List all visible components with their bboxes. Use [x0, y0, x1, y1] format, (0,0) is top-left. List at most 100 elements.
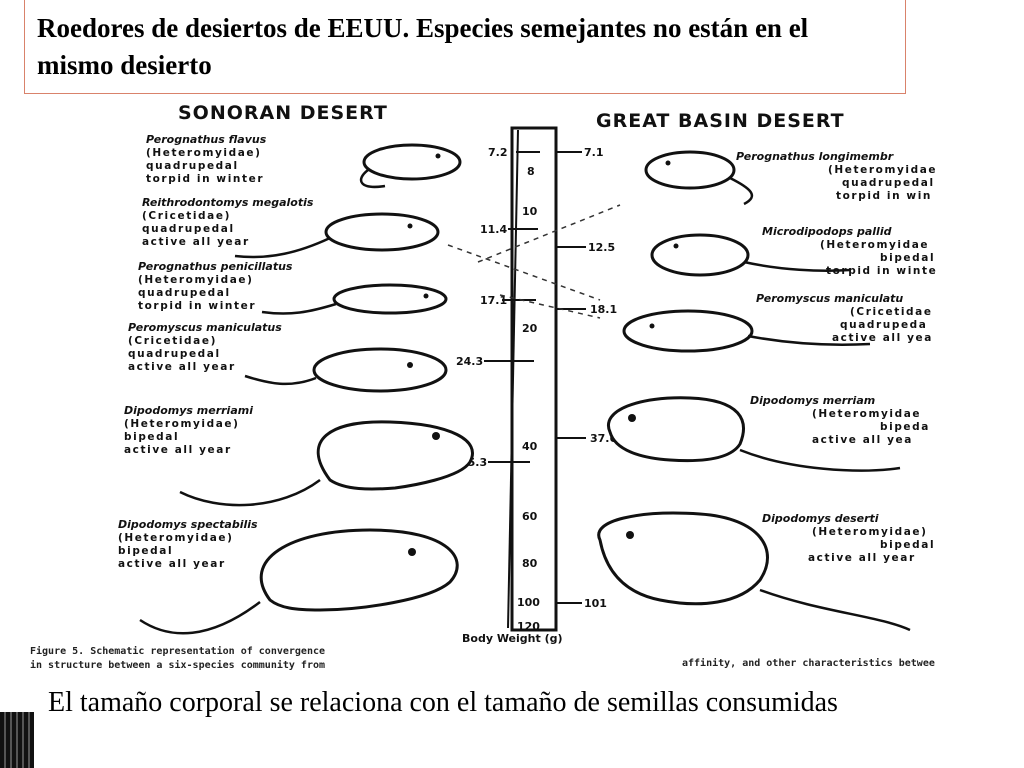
rodent-drawing	[597, 511, 911, 632]
species-locomotion: quadrupedal	[142, 223, 235, 235]
species-locomotion: quadrupedal	[138, 287, 231, 299]
species-name: Dipodomys deserti	[762, 512, 879, 525]
sonoran-rodent-drawings	[139, 143, 474, 635]
species-name: Perognathus penicillatus	[138, 260, 293, 273]
weight-label: 17.1	[480, 294, 507, 307]
species-name: Dipodomys spectabilis	[118, 518, 258, 531]
rodent-drawing	[622, 309, 871, 353]
species-family: (Heteromyidae)	[118, 532, 234, 544]
great-basin-desert-heading: GREAT BASIN DESERT	[596, 110, 845, 132]
slide-caption: El tamaño corporal se relaciona con el t…	[48, 687, 838, 718]
species-activity: active all year	[142, 236, 250, 248]
species-family: (Cricetidae)	[128, 335, 217, 347]
sonoran-desert-heading: SONORAN DESERT	[178, 102, 388, 124]
rodent-drawing	[650, 233, 851, 277]
rodent-drawing	[606, 396, 901, 472]
species-label: Dipodomys merriami (Heteromyidae) bipeda…	[124, 404, 253, 456]
species-label: Perognathus flavus (Heteromyidae) quadru…	[146, 133, 267, 185]
species-name: Peromyscus maniculatu	[756, 292, 903, 305]
rodent-drawing	[359, 143, 462, 189]
great-basin-weight-markers: 7.1 12.5 18.1 37.6 101	[556, 146, 617, 610]
body-weight-scale	[510, 126, 558, 632]
species-activity: active all yea	[812, 434, 913, 446]
species-label: Peromyscus maniculatus (Cricetidae) quad…	[128, 321, 282, 373]
species-label: Dipodomys deserti (Heteromyidae) bipedal…	[762, 512, 935, 564]
species-locomotion: bipedal	[880, 539, 935, 551]
species-family: (Heteromyidae	[820, 239, 929, 251]
species-activity: torpid in win	[836, 190, 932, 202]
species-family: (Heteromyidae)	[146, 147, 262, 159]
species-activity: torpid in winter	[138, 300, 256, 312]
weight-label: 7.1	[584, 146, 604, 159]
species-family: (Heteromyidae)	[138, 274, 254, 286]
species-name: Perognathus longimembr	[736, 150, 894, 163]
scale-tick: 8	[527, 165, 535, 178]
species-name: Perognathus flavus	[146, 133, 267, 146]
species-name: Peromyscus maniculatus	[128, 321, 282, 334]
rodent-drawing	[244, 347, 448, 393]
species-label: Perognathus longimembr (Heteromyidae qua…	[736, 150, 937, 202]
species-activity: active all year	[808, 552, 916, 564]
species-locomotion: bipedal	[124, 431, 179, 443]
species-activity: torpid in winter	[146, 173, 264, 185]
great-basin-rodent-drawings	[597, 150, 911, 632]
species-family: (Heteromyidae	[828, 164, 937, 176]
rodent-drawing	[644, 150, 754, 206]
weight-label: 11.4	[480, 223, 507, 236]
species-family: (Heteromyidae)	[812, 526, 928, 538]
scale-ticks: 8 10 20 40 60 80 100 120	[517, 165, 540, 633]
weight-label: 12.5	[588, 241, 615, 254]
species-label: Peromyscus maniculatu (Cricetidae quadru…	[756, 292, 933, 344]
scale-tick: 40	[522, 440, 538, 453]
species-locomotion: bipeda	[880, 421, 930, 433]
convergence-lines	[447, 204, 621, 319]
species-family: (Heteromyidae)	[124, 418, 240, 430]
species-locomotion: quadrupedal	[128, 348, 221, 360]
species-activity: active all year	[118, 558, 226, 570]
species-activity: active all yea	[832, 332, 933, 344]
species-name: Dipodomys merriam	[750, 394, 875, 407]
species-name: Dipodomys merriami	[124, 404, 253, 417]
species-label: Dipodomys spectabilis (Heteromyidae) bip…	[118, 518, 258, 570]
species-name: Reithrodontomys megalotis	[142, 196, 314, 209]
figure-caption-line: in structure between a six-species commu…	[30, 659, 325, 671]
species-activity: active all year	[124, 444, 232, 456]
weight-label: 101	[584, 597, 607, 610]
figure-caption-line: Figure 5. Schematic representation of co…	[30, 645, 325, 657]
species-locomotion: quadrupedal	[146, 160, 239, 172]
species-locomotion: quadrupedal	[842, 177, 935, 189]
scale-tick: 120	[517, 620, 540, 633]
scale-tick: 60	[522, 510, 538, 523]
scale-tick: 10	[522, 205, 538, 218]
scale-tick: 20	[522, 322, 538, 335]
scale-tick: 80	[522, 557, 538, 570]
species-family: (Heteromyidae	[812, 408, 921, 420]
weight-label: 7.2	[488, 146, 508, 159]
scale-tick: 100	[517, 596, 540, 609]
species-name: Microdipodops pallid	[762, 225, 892, 238]
species-family: (Cricetidae	[850, 306, 933, 318]
slide-title: Roedores de desiertos de EEUU. Especies …	[37, 13, 809, 80]
species-label: Microdipodops pallid (Heteromyidae biped…	[762, 225, 937, 277]
species-activity: torpid in winte	[826, 265, 937, 277]
slide-title-box: Roedores de desiertos de EEUU. Especies …	[24, 0, 906, 94]
figure-caption-line: affinity, and other characteristics betw…	[682, 657, 935, 669]
species-locomotion: quadrupeda	[840, 319, 928, 331]
sonoran-species-labels: Perognathus flavus (Heteromyidae) quadru…	[118, 133, 314, 570]
body-weight-axis-label: Body Weight (g)	[462, 632, 563, 645]
species-activity: active all year	[128, 361, 236, 373]
weight-label: 24.3	[456, 355, 483, 368]
great-basin-species-labels: Perognathus longimembr (Heteromyidae qua…	[736, 150, 937, 564]
rodent-drawing	[139, 528, 459, 635]
sonoran-weight-markers: 7.2 11.4 17.1 24.3 45.3	[456, 146, 540, 469]
species-label: Dipodomys merriam (Heteromyidae bipeda a…	[750, 394, 930, 446]
species-family: (Cricetidae)	[142, 210, 231, 222]
species-locomotion: bipedal	[118, 545, 173, 557]
weight-label: 18.1	[590, 303, 617, 316]
species-label: Reithrodontomys megalotis (Cricetidae) q…	[142, 196, 314, 248]
slide-caption-box: El tamaño corporal se relaciona con el t…	[36, 678, 1024, 768]
species-locomotion: bipedal	[880, 252, 935, 264]
rodent-drawing	[261, 283, 448, 315]
left-edge-artifact	[0, 712, 34, 768]
